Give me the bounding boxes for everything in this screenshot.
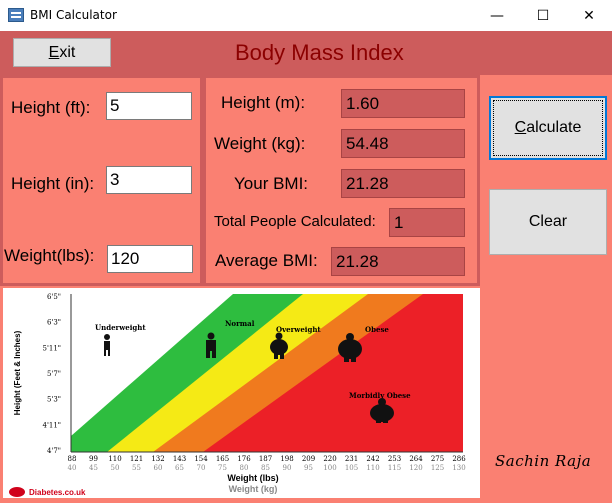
window-titlebar: BMI Calculator — ☐ ✕ <box>0 0 612 32</box>
your-bmi-output: 21.28 <box>341 169 465 198</box>
zone-label-obese: Obese <box>365 325 389 334</box>
minimize-icon[interactable]: — <box>490 7 504 24</box>
x-tick-label-lbs: 275 <box>431 455 444 463</box>
zone-label-normal: Normal <box>225 319 255 328</box>
x-tick-label-lbs: 264 <box>409 455 423 463</box>
x-tick-label-lbs: 220 <box>323 455 336 463</box>
x-tick-label-kg: 65 <box>175 464 184 472</box>
total-people-output: 1 <box>389 208 465 237</box>
x-tick-label-kg: 40 <box>68 464 77 472</box>
x-tick-label-lbs: 242 <box>366 455 379 463</box>
total-people-label: Total People Calculated: <box>214 213 376 230</box>
zone-label-overweight: Overweight <box>276 325 321 334</box>
x-tick-label-lbs: 110 <box>108 455 121 463</box>
x-tick-label-kg: 105 <box>345 464 358 472</box>
clear-button[interactable]: Clear <box>489 189 607 255</box>
window-title: BMI Calculator <box>30 8 117 22</box>
close-icon[interactable]: ✕ <box>583 7 595 24</box>
weight-kg-output: 54.48 <box>341 129 465 158</box>
x-tick-label-kg: 70 <box>197 464 206 472</box>
y-tick-label: 5'3" <box>47 396 61 404</box>
height-ft-label: Height (ft): <box>11 98 91 117</box>
height-in-label: Height (in): <box>11 174 95 193</box>
x-tick-label-lbs: 176 <box>237 455 251 463</box>
zone-label-morbidly-obese: Morbidly Obese <box>349 391 411 400</box>
zone-morbidly-obese <box>203 294 463 452</box>
weight-kg-label: Weight (kg): <box>214 134 306 153</box>
x-tick-label-kg: 100 <box>323 464 336 472</box>
source-logo-text: Diabetes.co.uk <box>29 488 86 497</box>
figure-morbidly-obese-icon <box>370 398 394 423</box>
x-tick-label-lbs: 99 <box>89 455 98 463</box>
y-tick-label: 5'11" <box>42 344 61 352</box>
height-m-output: 1.60 <box>341 89 465 118</box>
x-tick-label-lbs: 209 <box>302 455 315 463</box>
x-tick-label-kg: 60 <box>154 464 163 472</box>
exit-label-mnemonic: E <box>48 43 60 61</box>
exit-label: xit <box>59 43 76 61</box>
y-tick-label: 5'7" <box>47 370 61 378</box>
figure-obese-icon <box>338 333 362 362</box>
weight-lbs-input[interactable]: 120 <box>107 245 193 273</box>
weight-lbs-label: Weight(lbs): <box>4 246 95 265</box>
bmi-chart: 6'5" 6'3" 5'11" 5'7" 5'3" 4'11" 4'7" 88 40 99 45 1… <box>3 288 480 498</box>
x-tick-label-kg: 130 <box>452 464 465 472</box>
figure-normal-icon <box>206 332 216 358</box>
x-tick-label-kg: 80 <box>240 464 249 472</box>
x-tick-label-lbs: 154 <box>194 455 208 463</box>
x-tick-label-kg: 90 <box>283 464 292 472</box>
x-tick-label-lbs: 253 <box>388 455 401 463</box>
maximize-icon[interactable]: ☐ <box>536 7 550 24</box>
average-bmi-label: Average BMI: <box>215 251 318 270</box>
x-tick-labels: 8840994511050121551326014365154701657517… <box>68 455 467 472</box>
x-tick-label-kg: 45 <box>89 464 98 472</box>
x-tick-label-lbs: 132 <box>151 455 164 463</box>
your-bmi-label: Your BMI: <box>234 174 309 193</box>
x-tick-label-lbs: 88 <box>68 455 77 463</box>
x-tick-label-lbs: 121 <box>130 455 143 463</box>
x-tick-label-kg: 120 <box>409 464 422 472</box>
bmi-zones <box>71 294 463 452</box>
figure-underweight-icon <box>104 334 110 356</box>
x-axis-title-kg: Weight (kg) <box>229 484 278 494</box>
y-tick-label: 6'5" <box>47 293 61 301</box>
app-icon <box>8 8 24 22</box>
y-tick-label: 4'11" <box>42 421 61 429</box>
y-tick-labels: 6'5" 6'3" 5'11" 5'7" 5'3" 4'11" 4'7" <box>42 293 61 455</box>
x-tick-label-kg: 85 <box>261 464 270 472</box>
x-tick-label-kg: 125 <box>431 464 444 472</box>
x-tick-label-lbs: 198 <box>280 455 293 463</box>
x-tick-label-lbs: 187 <box>259 455 272 463</box>
height-m-label: Height (m): <box>221 93 306 112</box>
x-tick-label-kg: 95 <box>304 464 313 472</box>
x-tick-label-kg: 55 <box>132 464 141 472</box>
focus-rectangle <box>493 100 603 156</box>
y-axis-title: Height (Feet & Inches) <box>13 330 22 415</box>
diabetes-logo: Diabetes.co.uk <box>9 487 86 497</box>
zone-label-underweight: Underweight <box>95 323 146 332</box>
average-bmi-output: 21.28 <box>331 247 465 276</box>
x-tick-label-kg: 110 <box>366 464 379 472</box>
x-tick-label-lbs: 286 <box>452 455 466 463</box>
x-axis-title-lbs: Weight (lbs) <box>227 473 278 483</box>
page-title: Body Mass Index <box>235 40 404 65</box>
y-tick-label: 4'7" <box>47 447 61 455</box>
x-tick-label-lbs: 143 <box>173 455 186 463</box>
x-tick-label-kg: 75 <box>218 464 227 472</box>
height-in-input[interactable]: 3 <box>106 166 192 194</box>
height-ft-input[interactable]: 5 <box>106 92 192 120</box>
figure-overweight-icon <box>270 332 288 359</box>
x-tick-label-kg: 50 <box>111 464 120 472</box>
calculate-label: alculate <box>526 119 582 136</box>
calculate-label-mnemonic: C <box>514 119 527 136</box>
x-tick-label-lbs: 165 <box>216 455 229 463</box>
x-tick-label-lbs: 231 <box>345 455 358 463</box>
x-tick-label-kg: 115 <box>388 464 401 472</box>
y-tick-label: 6'3" <box>47 319 61 327</box>
author-signature: Sachin Raja <box>495 452 592 470</box>
